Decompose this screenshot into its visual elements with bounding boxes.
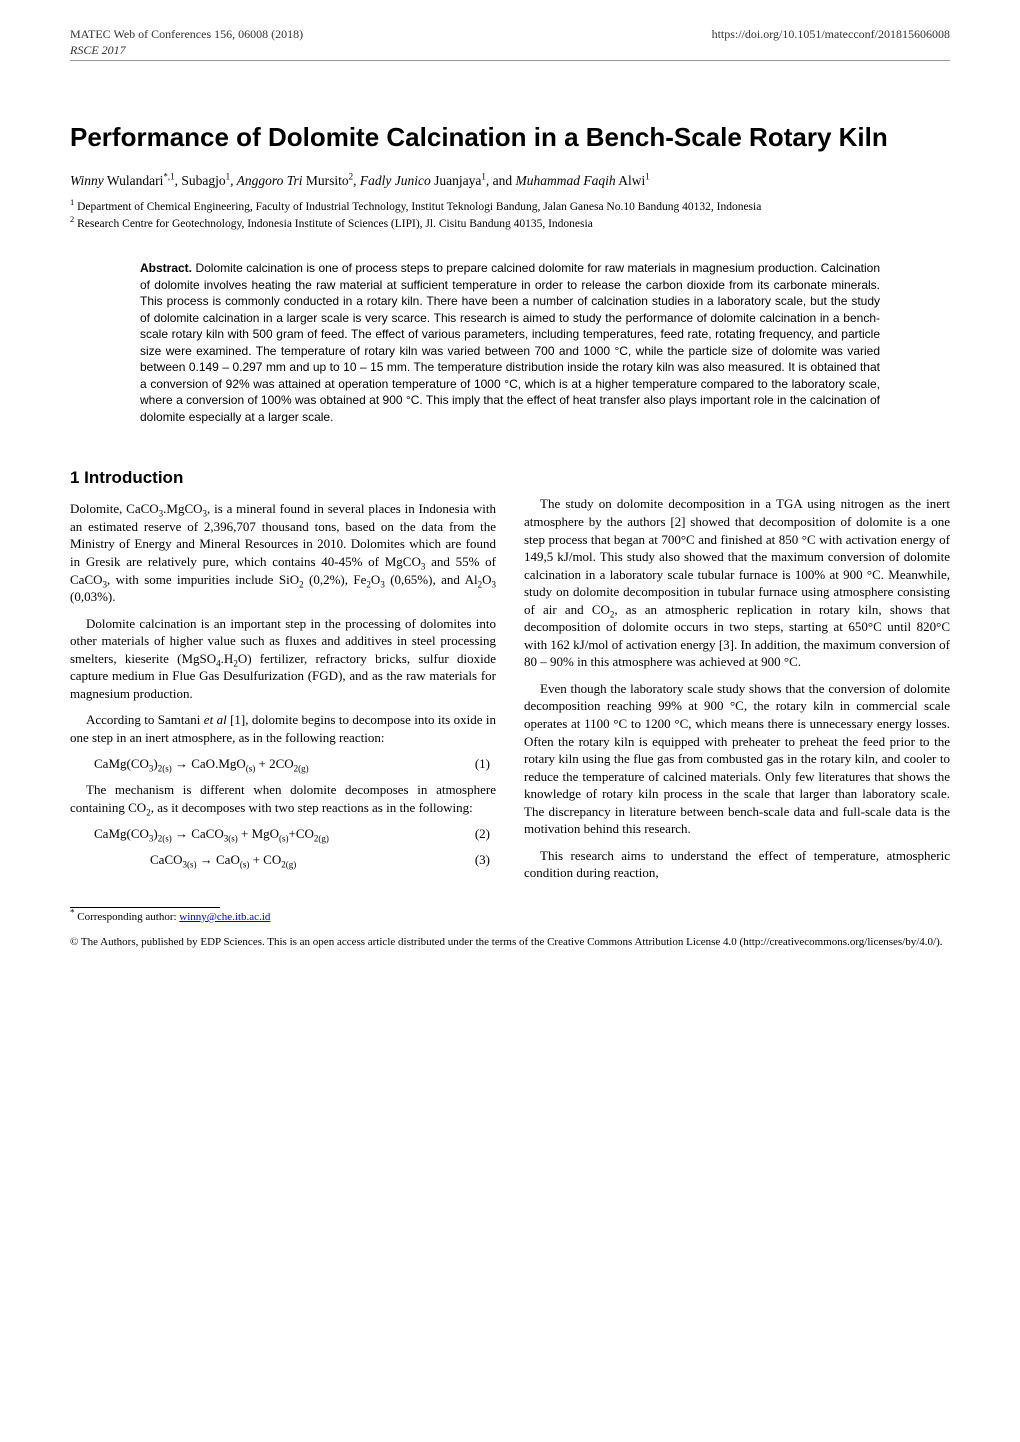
eq1-num: (1) bbox=[475, 755, 496, 773]
right-p2: Even though the laboratory scale study s… bbox=[524, 680, 950, 838]
header-left: MATEC Web of Conferences 156, 06008 (201… bbox=[70, 26, 303, 58]
eq2-body: CaMg(CO3)2(s) → CaCO3(s) + MgO(s)+CO2(g) bbox=[94, 825, 329, 843]
corresponding-email-link[interactable]: winny@che.itb.ac.id bbox=[179, 911, 270, 923]
left-p3: According to Samtani et al [1], dolomite… bbox=[70, 711, 496, 746]
eq2-num: (2) bbox=[475, 825, 496, 843]
license-text: © The Authors, published by EDP Sciences… bbox=[70, 935, 950, 949]
eq1-body: CaMg(CO3)2(s) → CaO.MgO(s) + 2CO2(g) bbox=[94, 755, 309, 773]
equation-2: CaMg(CO3)2(s) → CaCO3(s) + MgO(s)+CO2(g)… bbox=[94, 825, 496, 843]
header-left-line2: RSCE 2017 bbox=[70, 42, 303, 58]
two-column-body: 1 Introduction Dolomite, CaCO3.MgCO3, is… bbox=[70, 453, 950, 890]
footnote-divider bbox=[70, 907, 220, 908]
paper-title: Performance of Dolomite Calcination in a… bbox=[70, 121, 950, 154]
header-right: https://doi.org/10.1051/matecconf/201815… bbox=[712, 26, 950, 58]
eq3-body: CaCO3(s) → CaO(s) + CO2(g) bbox=[150, 851, 296, 869]
authors-line: Winny Wulandari*,1, Subagjo1, Anggoro Tr… bbox=[70, 172, 950, 190]
abstract-text: Dolomite calcination is one of process s… bbox=[140, 261, 880, 424]
right-p1: The study on dolomite decomposition in a… bbox=[524, 495, 950, 670]
equation-3: CaCO3(s) → CaO(s) + CO2(g) (3) bbox=[150, 851, 496, 869]
running-header: MATEC Web of Conferences 156, 06008 (201… bbox=[70, 26, 950, 58]
left-p2: Dolomite calcination is an important ste… bbox=[70, 615, 496, 703]
affiliations: 1 Department of Chemical Engineering, Fa… bbox=[70, 200, 950, 232]
left-p1: Dolomite, CaCO3.MgCO3, is a mineral foun… bbox=[70, 500, 496, 605]
header-left-line1: MATEC Web of Conferences 156, 06008 (201… bbox=[70, 26, 303, 42]
right-p3: This research aims to understand the eff… bbox=[524, 847, 950, 882]
corresponding-footnote: * Corresponding author: winny@che.itb.ac… bbox=[70, 910, 950, 925]
header-divider bbox=[70, 60, 950, 61]
affiliation-1: 1 Department of Chemical Engineering, Fa… bbox=[70, 200, 950, 215]
left-p4: The mechanism is different when dolomite… bbox=[70, 781, 496, 816]
abstract-label: Abstract. bbox=[140, 261, 192, 275]
equation-1: CaMg(CO3)2(s) → CaO.MgO(s) + 2CO2(g) (1) bbox=[94, 755, 496, 773]
footnote-marker: * bbox=[70, 907, 75, 917]
eq3-num: (3) bbox=[475, 851, 496, 869]
footnote-text: Corresponding author: bbox=[77, 911, 179, 923]
right-column: The study on dolomite decomposition in a… bbox=[524, 453, 950, 890]
abstract: Abstract. Dolomite calcination is one of… bbox=[140, 260, 880, 425]
affiliation-2: 2 Research Centre for Geotechnology, Ind… bbox=[70, 217, 950, 232]
left-column: 1 Introduction Dolomite, CaCO3.MgCO3, is… bbox=[70, 453, 496, 890]
section-1-heading: 1 Introduction bbox=[70, 467, 496, 490]
